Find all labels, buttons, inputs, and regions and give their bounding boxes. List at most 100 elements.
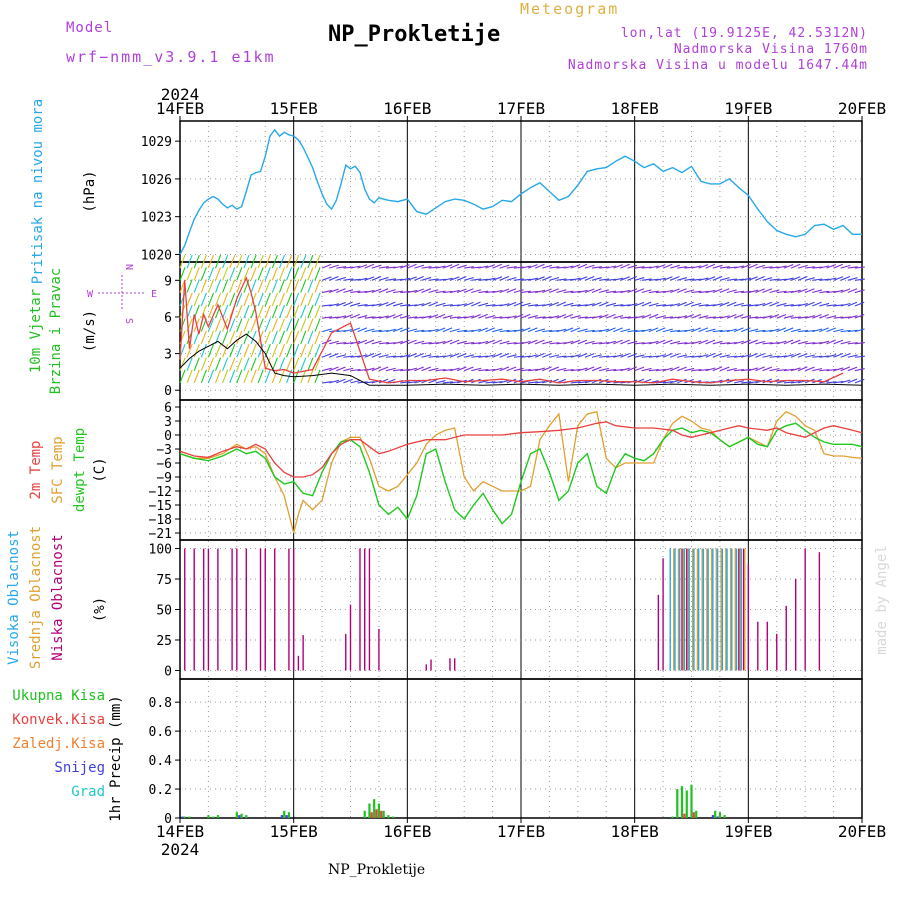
wind-arrow	[435, 327, 446, 333]
wind-arrow	[449, 339, 460, 345]
wind-arrow	[471, 314, 481, 319]
wind-arrow	[663, 304, 674, 307]
wind-arrow	[336, 378, 346, 384]
x-year-top: 2024	[161, 85, 200, 104]
wind-arrow	[684, 313, 694, 319]
pressure-axis-label: Pritisak na nivou mora	[30, 99, 46, 284]
wind-arrow	[634, 342, 645, 345]
wind-arrow	[336, 366, 346, 372]
wind-arrow	[613, 315, 624, 319]
wind-arrow	[698, 264, 709, 269]
wind-arrow	[748, 276, 758, 281]
wind-arrow	[634, 366, 645, 372]
wind-arrow	[271, 344, 278, 358]
wind-arrow	[833, 316, 844, 319]
wind-arrow	[329, 264, 339, 269]
wind-arrow	[528, 368, 539, 372]
wind-arrow	[726, 313, 737, 319]
wind-arrow	[407, 304, 418, 307]
wind-arrow	[762, 315, 773, 319]
pressure-unit-label: (hPa)	[82, 170, 98, 212]
wind-arrow	[414, 275, 424, 281]
wind-arrow	[655, 354, 666, 358]
precip-bar	[370, 812, 373, 818]
wind-arrow	[343, 367, 354, 372]
wind-arrow	[599, 266, 610, 269]
wind-arrow	[307, 267, 314, 281]
wind-arrow	[471, 328, 482, 333]
wind-arrow	[733, 327, 744, 333]
wind-arrow	[627, 316, 638, 319]
wind-arrow	[741, 327, 751, 333]
wind-arrow	[278, 369, 286, 384]
wind-arrow	[712, 366, 723, 372]
wind-arrow	[478, 355, 489, 358]
wind-arrow	[278, 254, 286, 269]
wind-arrow	[669, 275, 680, 281]
wind-arrow	[762, 342, 773, 345]
wind-arrow	[648, 313, 659, 319]
wind-arrow	[378, 301, 389, 307]
wind-arrow	[726, 342, 738, 345]
wind-arrow	[698, 354, 709, 358]
wind-arrow	[542, 316, 553, 319]
wind-arrow	[783, 368, 794, 372]
wind-arrow	[705, 328, 716, 333]
y-tick-label: 0.8	[149, 696, 172, 711]
wind-arrow	[655, 315, 666, 319]
wind-arrow	[385, 278, 396, 281]
wind-arrow	[620, 367, 631, 372]
wind-arrow	[819, 290, 830, 294]
x-date-label-top: 20FEB	[838, 99, 886, 118]
wind-arrow	[207, 357, 215, 371]
wind-arrow	[478, 368, 489, 372]
wind-arrow	[776, 265, 787, 269]
wind-arrow	[663, 380, 674, 384]
wind-arrow	[357, 327, 368, 333]
wind-arrow	[357, 339, 368, 345]
wind-arrow	[314, 279, 321, 293]
wind-arrow	[812, 289, 823, 294]
wind-arrow	[300, 357, 307, 371]
wind-arrow	[513, 314, 524, 319]
wind-arrow	[648, 290, 659, 294]
wind-arrow	[613, 304, 624, 307]
wind-arrow	[471, 266, 482, 269]
wind-arrow	[627, 288, 638, 294]
wind-arrow	[677, 366, 687, 372]
y-tick-label: −3	[156, 443, 172, 458]
wind-arrow	[570, 368, 581, 372]
wind-arrow	[535, 276, 545, 281]
wind-arrow	[549, 342, 560, 345]
wind-arrow	[591, 354, 602, 358]
wind-arrow	[328, 353, 339, 358]
wind-arrow	[819, 369, 830, 372]
model-elevation-label: Nadmorska Visina u modelu 1647.44m	[567, 58, 868, 73]
wind-arrow	[769, 342, 780, 345]
wind-arrow	[790, 316, 801, 319]
wind-arrow	[606, 355, 617, 358]
wind-arrow	[627, 366, 638, 372]
x-date-label-top: 17FEB	[497, 99, 545, 118]
wind-arrow	[513, 289, 524, 294]
wind-arrow	[506, 301, 517, 307]
wind-arrow	[662, 289, 673, 294]
wind-arrow	[215, 267, 222, 281]
wind-arrow	[271, 369, 278, 384]
wind-arrow	[393, 368, 404, 372]
wind-arrow	[485, 315, 496, 319]
wind-arrow	[797, 366, 808, 372]
precip-bar	[363, 810, 366, 818]
wind-arrow	[719, 301, 730, 307]
wind-arrow	[378, 315, 389, 319]
wind-arrow	[215, 279, 222, 293]
wind-arrow	[776, 278, 787, 281]
wind-arrow	[271, 357, 278, 371]
wind-arrow	[570, 327, 581, 333]
wind-arrow	[542, 288, 552, 294]
wind-arrow	[371, 329, 382, 333]
wind-arrow	[471, 289, 482, 294]
wind-arrow	[300, 292, 307, 307]
wind-arrow	[286, 330, 293, 345]
